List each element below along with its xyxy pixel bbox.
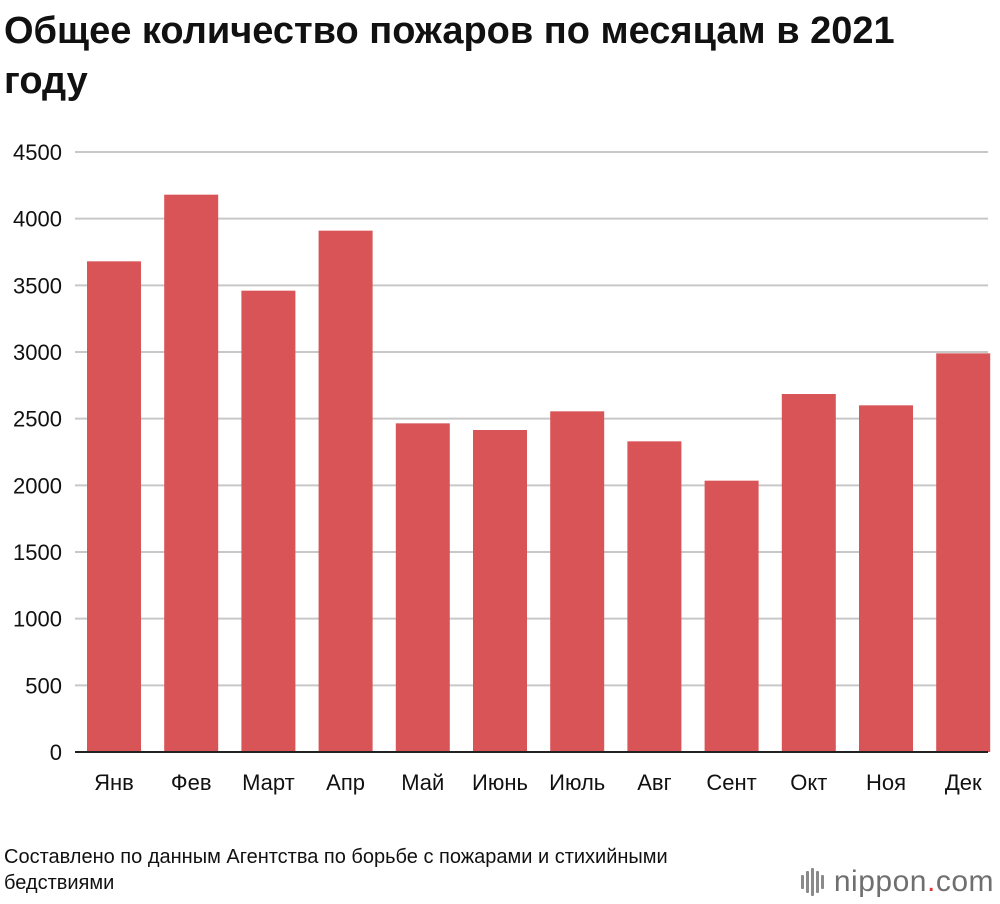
y-tick-labels: 0 500 1000 1500 2000 2500 3000 3500 4000 4500: [13, 140, 62, 765]
x-tick-label: Авг: [637, 770, 671, 795]
bars: [87, 194, 991, 752]
nippon-logo-text: nippon.com: [833, 865, 994, 898]
y-tick-label: 2500: [13, 407, 62, 432]
x-tick-label: Июль: [549, 770, 605, 795]
y-tick-label: 0: [50, 740, 62, 765]
x-tick-label: Май: [401, 770, 444, 795]
bar-4: [318, 230, 373, 752]
x-tick-label: Март: [242, 770, 295, 795]
x-tick-label: Янв: [94, 770, 134, 795]
bar-6: [473, 430, 527, 752]
y-tick-label: 1500: [13, 540, 62, 565]
y-tick-label: 2000: [13, 473, 62, 498]
y-tick-label: 4500: [13, 140, 62, 165]
bar-7: [550, 411, 605, 752]
y-tick-label: 3500: [13, 273, 62, 298]
bar-2: [164, 194, 219, 752]
x-tick-label: Июнь: [472, 770, 528, 795]
x-tick-label: Фев: [171, 770, 212, 795]
source-note: Составлено по данным Агентства по борьбе…: [4, 846, 668, 894]
y-tick-label: 1000: [13, 607, 62, 632]
bar-11: [859, 405, 913, 752]
x-tick-label: Апр: [326, 770, 365, 795]
gridlines: [75, 151, 988, 687]
y-tick-label: 500: [25, 673, 62, 698]
y-tick-label: 4000: [13, 207, 62, 232]
bar-10: [781, 394, 836, 752]
x-tick-label: Сент: [706, 770, 756, 795]
y-tick-label: 3000: [13, 340, 62, 365]
bar-1: [87, 261, 141, 752]
chart-title: Общее количество пожаров по месяцам в 20…: [4, 10, 895, 102]
x-tick-label: Ноя: [866, 770, 906, 795]
x-tick-label: Дек: [945, 770, 982, 795]
x-tick-labels: Янв Фев Март Апр Май Июнь Июль Авг Сент Окт Ноя Дек: [94, 770, 982, 795]
x-tick-label: Окт: [790, 770, 827, 795]
bar-3: [241, 290, 296, 752]
bar-5: [395, 423, 450, 752]
nippon-logo[interactable]: nippon.com: [800, 862, 994, 902]
bar-8: [627, 441, 682, 752]
bar-9: [704, 480, 759, 752]
nippon-logo-icon: [800, 868, 826, 896]
bar-12: [936, 353, 991, 752]
